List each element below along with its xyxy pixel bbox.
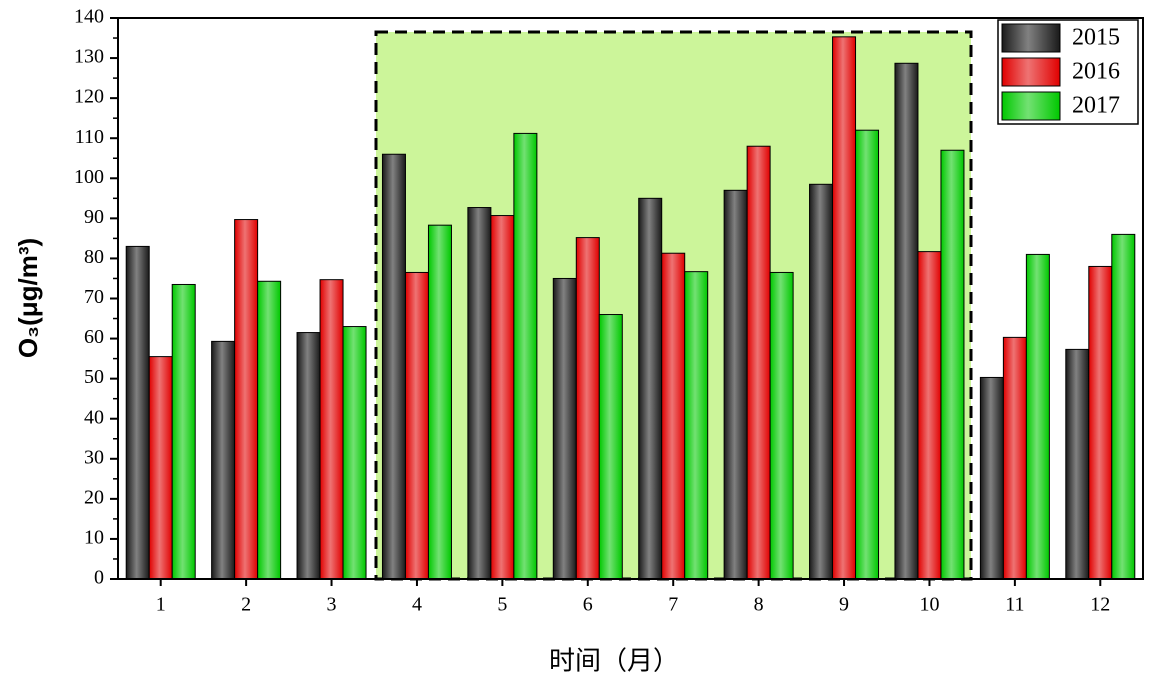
bar: [894, 62, 919, 580]
y-tick-label: 80: [84, 246, 104, 268]
bar: [769, 271, 794, 580]
y-tick-label: 90: [84, 206, 104, 228]
bar: [1088, 265, 1113, 580]
bar: [1111, 233, 1136, 580]
bar: [381, 153, 406, 580]
bar: [552, 277, 577, 580]
bar: [809, 183, 834, 580]
bar: [234, 219, 259, 580]
bar: [684, 271, 709, 580]
y-tick-label: 40: [84, 406, 104, 428]
legend-swatch: [1001, 91, 1061, 121]
bar: [148, 356, 173, 580]
bar: [746, 145, 771, 580]
bar: [404, 271, 429, 580]
legend-label: 2017: [1072, 93, 1120, 119]
bar: [427, 224, 452, 580]
bar: [1002, 336, 1027, 580]
bar: [575, 237, 600, 580]
y-tick-label: 120: [74, 86, 104, 108]
bar: [832, 36, 857, 580]
y-tick-label: 50: [84, 366, 104, 388]
y-tick-label: 140: [74, 6, 104, 28]
bar: [598, 314, 623, 580]
bar: [638, 197, 663, 580]
legend-label: 2015: [1072, 25, 1120, 51]
x-tick-label: 11: [1005, 594, 1024, 616]
bar: [855, 129, 880, 580]
bar: [467, 207, 492, 580]
y-tick-label: 10: [84, 527, 104, 549]
y-tick-label: 0: [94, 567, 104, 589]
legend-swatch: [1001, 57, 1061, 87]
y-tick-label: 60: [84, 326, 104, 348]
bar: [171, 283, 196, 580]
bar: [319, 279, 344, 580]
bar: [723, 189, 748, 580]
y-tick-label: 130: [74, 46, 104, 68]
bar: [296, 332, 321, 580]
x-tick-label: 7: [668, 594, 678, 616]
bar: [125, 245, 150, 580]
y-tick-label: 20: [84, 486, 104, 508]
y-axis-label: O₃(μg/m³): [13, 238, 43, 358]
y-tick-label: 100: [74, 166, 104, 188]
x-tick-label: 3: [327, 594, 337, 616]
bar: [1065, 348, 1090, 580]
bar: [979, 376, 1004, 580]
x-tick-label: 6: [583, 594, 593, 616]
legend-swatch: [1001, 23, 1061, 53]
y-tick-label: 70: [84, 286, 104, 308]
legend-label: 2016: [1072, 59, 1120, 85]
bar: [342, 326, 367, 580]
x-tick-label: 1: [156, 594, 166, 616]
bar: [513, 132, 538, 580]
bar: [1025, 253, 1050, 580]
x-tick-label: 5: [497, 594, 507, 616]
x-tick-label: 9: [839, 594, 849, 616]
x-tick-label: 2: [241, 594, 251, 616]
bar: [211, 340, 236, 580]
bar: [940, 149, 965, 580]
bar: [661, 252, 686, 580]
x-tick-label: 10: [919, 594, 939, 616]
x-axis-label: 时间（月）: [549, 647, 679, 677]
bar: [917, 251, 942, 580]
x-tick-label: 12: [1090, 594, 1110, 616]
x-tick-label: 4: [412, 594, 422, 616]
x-tick-label: 8: [754, 594, 764, 616]
bar: [490, 215, 515, 580]
y-tick-label: 30: [84, 446, 104, 468]
y-tick-label: 110: [75, 126, 104, 148]
bar: [257, 280, 282, 580]
